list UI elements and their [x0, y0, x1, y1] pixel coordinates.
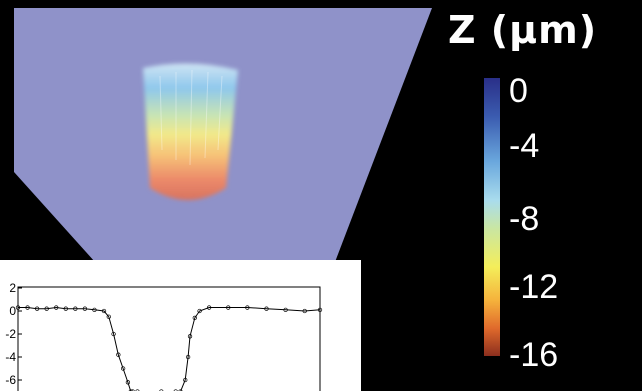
data-point — [206, 305, 212, 310]
data-point — [192, 315, 197, 321]
data-point — [120, 366, 126, 371]
plot-frame — [17, 286, 321, 391]
colorbar-title: Z (µm) — [448, 8, 598, 52]
data-point — [63, 306, 68, 311]
colorbar-tick: -8 — [509, 200, 540, 238]
data-point — [82, 306, 88, 311]
y-tick-label: 2 — [9, 281, 16, 295]
data-point — [173, 389, 178, 391]
data-point — [25, 305, 30, 310]
colorbar-tick: -16 — [509, 336, 559, 374]
data-point — [130, 389, 135, 391]
data-point — [73, 306, 78, 311]
pit-streaks — [159, 69, 223, 166]
data-point — [125, 380, 131, 385]
data-point — [317, 307, 323, 312]
pit-feature — [143, 63, 238, 200]
y-tick-label: 0 — [9, 304, 16, 318]
data-point — [283, 307, 288, 312]
y-tick-label: -2 — [5, 327, 16, 341]
colorbar-tick: 0 — [509, 72, 528, 110]
data-point — [128, 389, 133, 391]
y-tick-label: -6 — [5, 373, 16, 387]
data-point — [187, 334, 193, 339]
data-point — [111, 331, 116, 337]
profile-plot — [15, 286, 323, 391]
data-point — [44, 306, 49, 311]
data-point — [178, 389, 183, 391]
profile-line — [18, 306, 321, 391]
y-tick-label: -4 — [5, 350, 16, 364]
data-point — [226, 305, 231, 310]
data-point — [197, 308, 202, 314]
data-point — [34, 306, 40, 311]
data-point — [15, 305, 21, 310]
colorbar-gradient — [484, 78, 500, 356]
data-point — [183, 377, 188, 383]
data-point — [54, 305, 59, 310]
data-point — [106, 314, 111, 319]
colorbar-tick: -12 — [509, 268, 559, 306]
data-point — [116, 352, 121, 357]
colorbar-tick: -4 — [509, 127, 540, 165]
profile-inset-chart: 2 0 -2 -4 -6 — [0, 260, 361, 391]
data-point — [302, 308, 307, 314]
data-point — [245, 305, 250, 310]
data-point — [135, 389, 140, 391]
data-point — [185, 354, 191, 360]
data-point — [92, 307, 97, 312]
data-point — [101, 308, 107, 314]
data-point — [264, 306, 269, 311]
data-point — [159, 389, 164, 391]
